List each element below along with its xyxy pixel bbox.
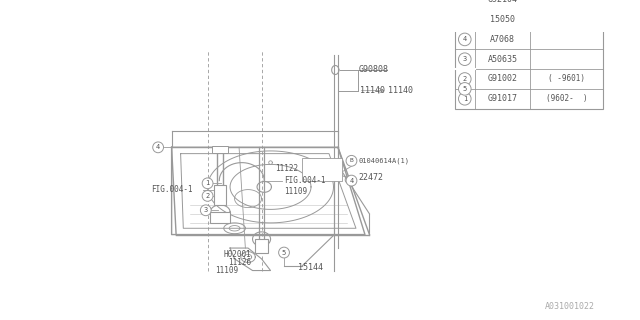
Text: 4: 4 xyxy=(463,36,467,43)
Circle shape xyxy=(458,53,471,66)
Text: 11140: 11140 xyxy=(388,86,413,95)
Text: 5: 5 xyxy=(463,86,467,92)
Text: G92104: G92104 xyxy=(488,0,518,4)
Text: H02001: H02001 xyxy=(224,250,252,259)
Text: ( -9601): ( -9601) xyxy=(548,75,586,84)
Circle shape xyxy=(200,205,211,216)
Circle shape xyxy=(346,156,357,166)
Bar xyxy=(212,146,228,153)
Text: 11109: 11109 xyxy=(284,187,307,196)
Circle shape xyxy=(458,33,471,46)
Bar xyxy=(211,212,230,223)
Text: 2: 2 xyxy=(463,76,467,82)
Circle shape xyxy=(202,190,213,201)
Circle shape xyxy=(153,142,163,153)
Text: 1: 1 xyxy=(463,96,467,102)
Bar xyxy=(255,239,268,252)
Text: G91002: G91002 xyxy=(488,75,518,84)
Text: FIG.004-1: FIG.004-1 xyxy=(284,176,326,185)
Text: 2: 2 xyxy=(205,193,210,199)
Bar xyxy=(302,158,342,180)
Text: 01040614A(1): 01040614A(1) xyxy=(358,157,410,164)
Text: 22472: 22472 xyxy=(358,173,383,182)
Circle shape xyxy=(278,247,289,258)
Text: (9602-  ): (9602- ) xyxy=(546,94,588,103)
Text: 1: 1 xyxy=(205,180,210,186)
Text: 4: 4 xyxy=(156,144,160,150)
Text: G91017: G91017 xyxy=(488,94,518,103)
Circle shape xyxy=(202,178,213,189)
Text: 3: 3 xyxy=(204,207,208,213)
Circle shape xyxy=(458,83,471,95)
Text: 11122: 11122 xyxy=(275,164,298,173)
Text: 11126: 11126 xyxy=(228,258,252,267)
Text: 5: 5 xyxy=(282,250,286,256)
Text: 11109: 11109 xyxy=(215,266,238,275)
Text: 15050: 15050 xyxy=(490,15,515,24)
Text: FIG.004-1: FIG.004-1 xyxy=(151,185,193,194)
Text: G90808: G90808 xyxy=(358,66,388,75)
Text: 11140: 11140 xyxy=(360,86,385,95)
Text: B: B xyxy=(349,158,353,163)
Circle shape xyxy=(346,175,357,186)
Text: 4: 4 xyxy=(349,178,354,184)
Circle shape xyxy=(458,92,471,105)
Text: 3: 3 xyxy=(463,56,467,62)
Text: A031001022: A031001022 xyxy=(545,302,595,311)
Text: A50635: A50635 xyxy=(488,55,518,64)
Bar xyxy=(455,0,604,109)
Circle shape xyxy=(458,73,471,85)
Text: A7068: A7068 xyxy=(490,35,515,44)
Text: 15144: 15144 xyxy=(298,263,323,272)
Bar xyxy=(214,185,227,205)
